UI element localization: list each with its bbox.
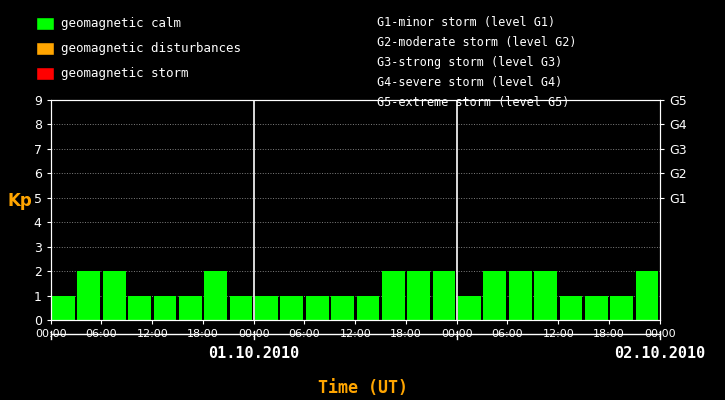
Bar [128, 296, 151, 320]
Bar [458, 296, 481, 320]
Bar [610, 296, 633, 320]
Text: geomagnetic calm: geomagnetic calm [61, 17, 181, 30]
Bar [306, 296, 328, 320]
Text: G5-extreme storm (level G5): G5-extreme storm (level G5) [377, 96, 569, 109]
Bar [636, 271, 658, 320]
Bar [433, 271, 455, 320]
Text: geomagnetic storm: geomagnetic storm [61, 67, 188, 80]
Bar [154, 296, 176, 320]
Text: G2-moderate storm (level G2): G2-moderate storm (level G2) [377, 36, 576, 49]
Bar [484, 271, 506, 320]
Bar [204, 271, 227, 320]
Bar [560, 296, 582, 320]
Text: 01.10.2010: 01.10.2010 [208, 346, 299, 362]
Bar [281, 296, 303, 320]
Bar [103, 271, 125, 320]
Bar [52, 296, 75, 320]
Bar [509, 271, 531, 320]
Bar [255, 296, 278, 320]
Bar [230, 296, 252, 320]
Bar [331, 296, 354, 320]
Bar [179, 296, 202, 320]
Y-axis label: Kp: Kp [7, 192, 32, 210]
Text: geomagnetic disturbances: geomagnetic disturbances [61, 42, 241, 55]
Bar [585, 296, 608, 320]
Text: G4-severe storm (level G4): G4-severe storm (level G4) [377, 76, 563, 89]
Text: G1-minor storm (level G1): G1-minor storm (level G1) [377, 16, 555, 29]
Text: Time (UT): Time (UT) [318, 379, 407, 397]
Bar [78, 271, 100, 320]
Bar [407, 271, 430, 320]
Text: G3-strong storm (level G3): G3-strong storm (level G3) [377, 56, 563, 69]
Bar [534, 271, 557, 320]
Text: 02.10.2010: 02.10.2010 [614, 346, 705, 362]
Bar [357, 296, 379, 320]
Bar [382, 271, 405, 320]
